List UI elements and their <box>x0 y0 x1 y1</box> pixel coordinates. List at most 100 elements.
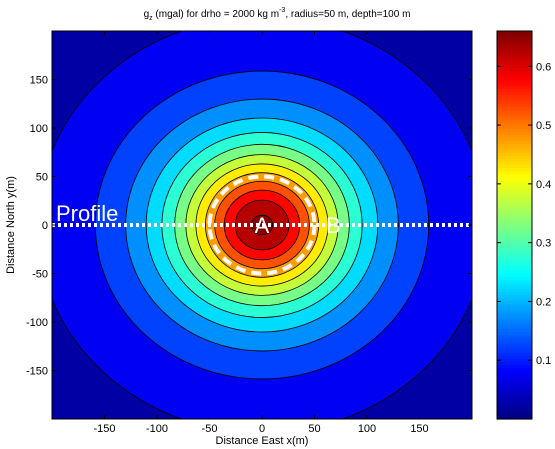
colorbar-step <box>497 155 532 159</box>
colorbar-step <box>497 146 532 150</box>
colorbar-step <box>497 340 532 344</box>
colorbar-step <box>497 61 532 65</box>
colorbar-step <box>497 194 532 199</box>
colorbar-step <box>497 331 532 335</box>
colorbar-step <box>497 197 532 202</box>
chart-title: gz (mgal) for drho = 2000 kg m-3, radius… <box>144 7 411 22</box>
colorbar-step <box>497 367 532 372</box>
y-tick-label: 50 <box>36 172 48 184</box>
colorbar-step <box>497 206 532 211</box>
colorbar-step <box>497 349 532 353</box>
colorbar-step <box>497 325 532 329</box>
title-subscript: z <box>149 15 153 22</box>
colorbar-tick-label: 0.5 <box>536 120 551 132</box>
colorbar-ticks: 0.1 0.2 0.3 0.4 0.5 0.6 <box>497 61 551 367</box>
x-tick-label: 100 <box>358 423 376 435</box>
colorbar-step <box>497 55 532 59</box>
profile-label: Profile <box>56 201 118 226</box>
colorbar-step <box>497 64 532 68</box>
colorbar-step <box>497 182 532 187</box>
colorbar-step <box>497 140 532 144</box>
colorbar-tick-label: 0.3 <box>536 238 551 250</box>
colorbar-step <box>497 306 532 311</box>
colorbar-step <box>497 149 532 153</box>
colorbar-step <box>497 382 532 387</box>
colorbar-step <box>497 415 532 420</box>
colorbar-step <box>497 106 532 111</box>
colorbar-step <box>497 240 532 244</box>
colorbar-step <box>497 388 532 393</box>
colorbar-step <box>497 191 532 196</box>
colorbar-step <box>497 228 532 232</box>
colorbar-step <box>497 406 532 411</box>
colorbar-step <box>497 34 532 38</box>
colorbar-step <box>497 346 532 350</box>
colorbar-step <box>497 309 532 314</box>
y-tick-label: -50 <box>32 269 48 281</box>
colorbar-step <box>497 391 532 396</box>
x-tick-label: -150 <box>93 423 115 435</box>
y-tick-label: 150 <box>30 75 48 87</box>
colorbar-step <box>497 294 532 299</box>
colorbar-step <box>497 252 532 256</box>
colorbar-step <box>497 261 532 266</box>
colorbar-step <box>497 76 532 81</box>
colorbar-step <box>497 255 532 259</box>
colorbar-step <box>497 237 532 241</box>
colorbar-step <box>497 373 532 378</box>
x-tick-label: 0 <box>259 423 265 435</box>
colorbar-step <box>497 264 532 269</box>
colorbar-step <box>497 128 532 132</box>
colorbar-step <box>497 40 532 44</box>
title-symbol: g <box>144 9 150 20</box>
x-tick-label: 50 <box>308 423 320 435</box>
colorbar-step <box>497 46 532 50</box>
colorbar-step <box>497 352 532 356</box>
colorbar-step <box>497 152 532 156</box>
x-tick-label: -100 <box>146 423 168 435</box>
colorbar-step <box>497 409 532 414</box>
colorbar-tick-label: 0.6 <box>536 61 551 73</box>
colorbar-step <box>497 200 532 205</box>
colorbar-step <box>497 303 532 308</box>
colorbar: 0.1 0.2 0.3 0.4 0.5 0.6 <box>496 30 551 420</box>
colorbar-step <box>497 188 532 193</box>
profile-label-group: Profile <box>56 201 118 226</box>
colorbar-step <box>497 343 532 347</box>
colorbar-step <box>497 403 532 408</box>
colorbar-step <box>497 176 532 181</box>
colorbar-step <box>497 328 532 332</box>
colorbar-step <box>497 118 532 123</box>
y-tick-label: 100 <box>30 123 48 135</box>
colorbar-tick-label: 0.4 <box>536 179 551 191</box>
colorbar-step <box>497 258 532 262</box>
colorbar-step <box>497 288 532 293</box>
colorbar-step <box>497 115 532 120</box>
point-a-label: A <box>255 213 270 238</box>
colorbar-step <box>497 52 532 56</box>
colorbar-step <box>497 203 532 208</box>
colorbar-frame <box>496 30 533 420</box>
colorbar-step <box>497 355 532 359</box>
x-tick-label: 150 <box>410 423 428 435</box>
colorbar-step <box>497 94 532 99</box>
colorbar-step <box>497 43 532 47</box>
colorbar-step <box>497 385 532 390</box>
colorbar-step <box>497 285 532 290</box>
colorbar-step <box>497 318 532 323</box>
colorbar-step <box>497 91 532 96</box>
colorbar-step <box>497 282 532 287</box>
colorbar-step <box>497 300 532 305</box>
colorbar-step <box>497 231 532 235</box>
colorbar-step <box>497 379 532 384</box>
y-tick-label: -150 <box>26 366 48 378</box>
colorbar-step <box>497 394 532 399</box>
y-tick-label: -100 <box>26 317 48 329</box>
y-axis-ticks: 150 100 50 0 -50 -100 -150 <box>26 75 472 378</box>
sphere-outline-circle <box>207 174 317 276</box>
colorbar-step <box>497 179 532 184</box>
colorbar-step <box>497 337 532 341</box>
x-tick-label: -50 <box>202 423 218 435</box>
colorbar-step <box>497 249 532 253</box>
